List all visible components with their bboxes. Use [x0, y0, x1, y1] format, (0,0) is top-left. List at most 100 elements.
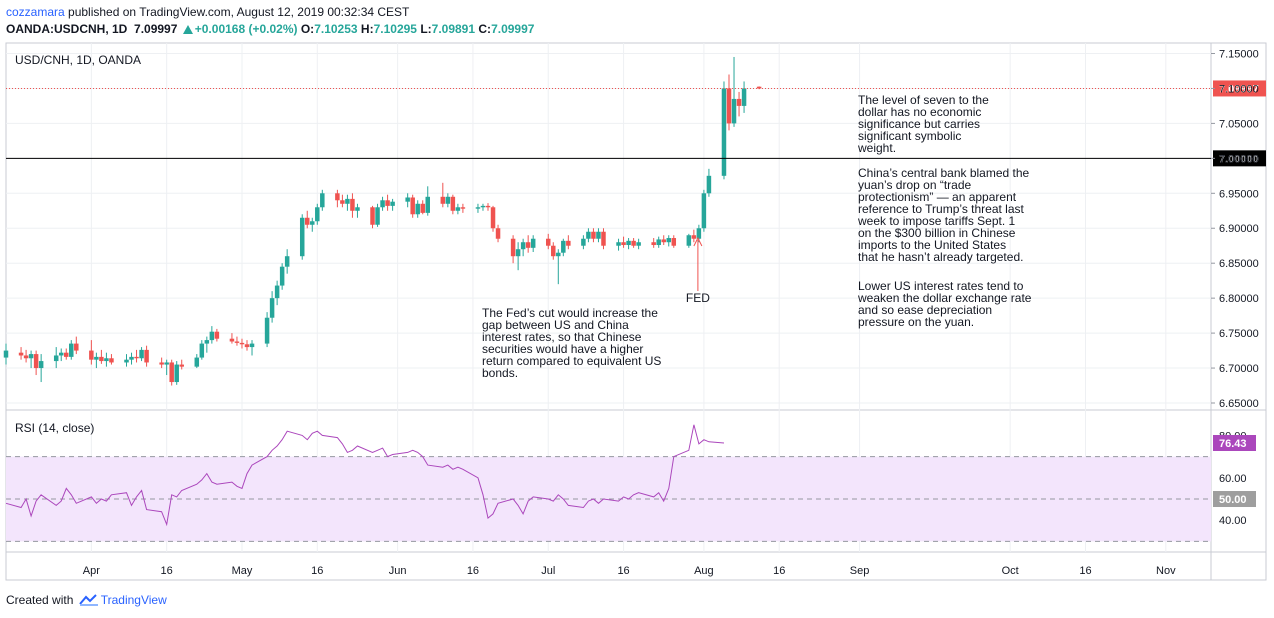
candle-body	[69, 343, 74, 357]
x-tick-label: 16	[1079, 565, 1091, 577]
fed-label: FED	[686, 291, 710, 305]
candle-body	[721, 88, 727, 176]
candle-body	[731, 98, 737, 124]
symbol-info: OANDA:USDCNH, 1D 7.09997 +0.00168 (+0.02…	[6, 22, 535, 36]
candle-body	[305, 217, 310, 225]
candle-body	[94, 356, 99, 360]
open-value: 7.10253	[314, 22, 358, 36]
candle-body	[249, 343, 255, 348]
candle-body	[490, 207, 496, 229]
candle-body	[450, 196, 456, 211]
candle-body	[551, 245, 556, 257]
candle-body	[239, 342, 245, 345]
candle-body	[89, 350, 94, 360]
candle-body	[355, 207, 360, 211]
candle-body	[244, 344, 250, 348]
chart-annotation: The level of seven to the dollar has no e…	[857, 93, 989, 155]
candle-body	[64, 352, 69, 357]
price-label-box	[1213, 150, 1266, 167]
candle-body	[415, 203, 420, 215]
publish-info: cozzamara published on TradingView.com, …	[6, 5, 409, 19]
x-tick-label: Apr	[83, 565, 100, 577]
candle-body	[741, 88, 747, 106]
chart-annotation: The Fed’s cut would increase the gap betw…	[482, 306, 661, 380]
rsi-middle-label-box	[1213, 491, 1256, 508]
rsi-last-label: 76.43	[1219, 438, 1247, 450]
candle-body	[3, 350, 9, 358]
candle-body	[53, 355, 59, 362]
candle-body	[405, 197, 410, 202]
price-chart[interactable]: 7.09997 7.00000 6.65000 6.70000 6.75000 6.80…	[0, 0, 1274, 590]
candle-body	[480, 205, 486, 208]
candle-body	[74, 343, 79, 351]
tradingview-link[interactable]: TradingView	[100, 593, 167, 607]
candle-body	[495, 228, 501, 239]
candle-body	[420, 203, 425, 213]
candle-body	[174, 364, 179, 383]
price-label: 7.00000	[1219, 153, 1259, 165]
main-legend: USD/CNH, 1D, OANDA	[15, 53, 141, 67]
candle-body	[726, 88, 732, 124]
candle-body	[530, 238, 536, 248]
candle-body	[139, 349, 144, 359]
x-tick-label: Jul	[541, 565, 555, 577]
candle-body	[636, 242, 641, 246]
candle-body	[204, 340, 210, 344]
candle-body	[661, 239, 666, 243]
candle-body	[546, 238, 551, 246]
y-tick-label: 6.70000	[1219, 363, 1259, 375]
price-label-box	[1213, 80, 1266, 97]
x-tick-label: 16	[617, 565, 629, 577]
candle-body	[756, 86, 762, 89]
candle-body	[440, 196, 446, 204]
candle-body	[38, 361, 44, 369]
candle-body	[485, 205, 491, 208]
candle-body	[28, 354, 34, 359]
candle-body	[520, 242, 526, 250]
x-tick-label: Nov	[1156, 565, 1176, 577]
candle-body	[581, 238, 586, 246]
chart-annotation: Lower US interest rates tend to weaken th…	[857, 279, 1032, 329]
candle-body	[134, 356, 139, 359]
rsi-line	[5, 424, 725, 527]
y-tick-label: 6.85000	[1219, 258, 1259, 270]
candle-body	[561, 240, 566, 253]
candle-body	[455, 207, 461, 211]
candle-body	[279, 266, 285, 286]
author-link[interactable]: cozzamara	[6, 5, 65, 19]
last-price: 7.09997	[134, 22, 178, 36]
x-tick-label: Sep	[850, 565, 870, 577]
candle-body	[335, 193, 340, 201]
x-tick-label: 16	[773, 565, 785, 577]
y-tick-label: 6.65000	[1219, 398, 1259, 410]
candle-body	[169, 362, 174, 383]
candle-body	[264, 317, 270, 344]
candle-body	[129, 356, 134, 360]
candle-body	[736, 98, 742, 106]
candle-body	[425, 196, 430, 213]
x-tick-label: May	[232, 565, 253, 577]
candle-body	[345, 198, 350, 204]
candle-body	[525, 242, 531, 248]
arrow-head-icon	[693, 236, 703, 247]
candle-body	[556, 252, 561, 257]
candle-body	[124, 359, 129, 363]
candle-body	[340, 200, 345, 204]
symbol-label: OANDA:USDCNH, 1D	[6, 22, 128, 36]
candle-body	[18, 352, 24, 356]
candle-body	[104, 358, 109, 362]
y-tick-label: 6.80000	[1219, 293, 1259, 305]
candle-body	[274, 285, 280, 299]
x-tick-label: Aug	[694, 565, 714, 577]
candle-body	[586, 231, 591, 239]
candle-body	[696, 228, 702, 239]
candle-body	[214, 331, 220, 339]
up-arrow-icon	[182, 25, 193, 34]
change-text: +0.00168 (+0.02%)	[194, 22, 298, 36]
x-tick-label: 16	[467, 565, 479, 577]
candle-body	[686, 235, 692, 246]
candle-body	[209, 331, 215, 341]
candle-body	[626, 240, 631, 246]
candle-body	[370, 207, 375, 225]
candle-body	[631, 240, 636, 246]
